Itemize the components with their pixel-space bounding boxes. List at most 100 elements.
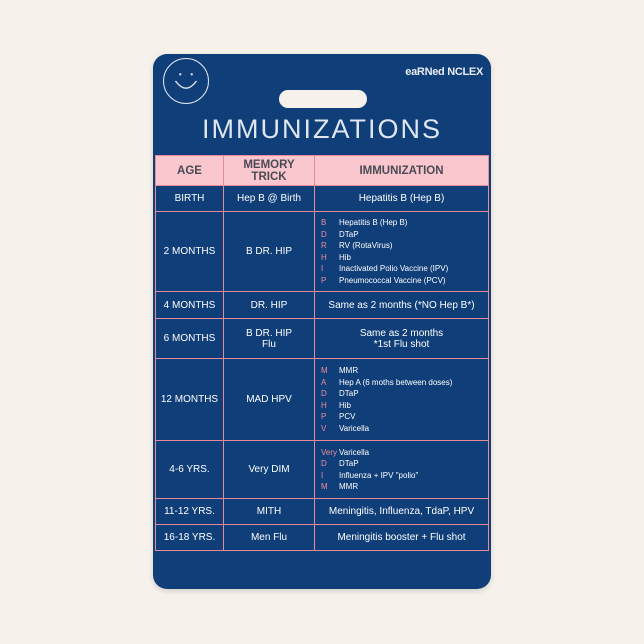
age-cell: 4-6 YRS. <box>155 440 224 499</box>
memory-trick-cell: MITH <box>223 498 315 525</box>
mnemonic-letter: I <box>321 264 324 273</box>
table-row: 16-18 YRS. Men Flu Meningitis booster + Fl… <box>155 524 489 551</box>
list-item: B Hepatitis B (Hep B) <box>321 217 482 229</box>
vaccine-name: DTaP <box>339 389 359 398</box>
header-immunization: IMMUNIZATION <box>314 155 489 186</box>
mnemonic-letter: B <box>321 218 327 227</box>
memory-trick-cell: Hep B @ Birth <box>223 185 315 212</box>
mnemonic-letter: M <box>321 482 328 491</box>
vaccine-name: Hep A (6 moths between doses) <box>339 377 453 387</box>
immunization-cell: Hepatitis B (Hep B) <box>314 185 489 212</box>
immunization-cell: Meningitis booster + Flu shot <box>314 524 489 551</box>
list-item: I Inactivated Polio Vaccine (IPV) <box>321 263 482 275</box>
page-title: IMMUNIZATIONS <box>202 114 442 144</box>
badge-card: eaRNed NCLEX IMMUNIZATIONS AGE MEMORY TR… <box>153 54 491 589</box>
immunization-cell: Same as 2 months *1st Flu shot <box>314 318 489 359</box>
memory-trick-cell: Men Flu <box>223 524 315 551</box>
immunization: Meningitis, Influenza, TdaP, HPV <box>328 506 475 517</box>
age-cell: 12 MONTHS <box>155 358 224 441</box>
list-item: D DTaP <box>321 388 482 400</box>
memory-trick-cell: B DR. HIP Flu <box>223 318 315 359</box>
immunization: Same as 2 months (*NO Hep B*) <box>328 299 475 311</box>
list-item: R RV (RotaVirus) <box>321 240 482 252</box>
immunization-list: M MMR A Hep A (6 moths between doses) D DTaP H… <box>314 358 489 441</box>
immunization: Same as 2 months <box>359 327 444 339</box>
list-item: P PCV <box>321 411 482 423</box>
vaccine-name: Hepatitis B (Hep B) <box>339 218 408 227</box>
memory-trick: Hep B @ Birth <box>236 193 302 204</box>
mnemonic-letter: P <box>321 412 327 421</box>
list-item: Very Varicella <box>321 447 482 459</box>
list-item: D DTaP <box>321 229 482 241</box>
table-row: 4-6 YRS. Very DIM Very Varicella D DTaP I Influ… <box>155 440 489 499</box>
age-cell: 11-12 YRS. <box>155 498 224 525</box>
list-item: M MMR <box>321 365 482 377</box>
vaccine-name: MMR <box>339 482 359 491</box>
table-row: BIRTH Hep B @ Birth Hepatitis B (Hep B) <box>155 185 489 212</box>
vaccine-name: PCV <box>339 412 356 421</box>
age-cell: 16-18 YRS. <box>155 524 224 551</box>
list-item: M MMR <box>321 481 482 493</box>
memory-trick-cell: B DR. HIP <box>223 211 315 292</box>
list-item: D DTaP <box>321 458 482 470</box>
table-row: 4 MONTHS DR. HIP Same as 2 months (*NO Hep… <box>155 291 489 319</box>
vaccine-name: DTaP <box>339 229 359 239</box>
immunization-note: *1st Flu shot <box>373 338 430 350</box>
table-row: 2 MONTHS B DR. HIP B Hepatitis B (Hep B) D DT… <box>155 211 489 292</box>
memory-trick: B DR. HIP <box>245 246 293 257</box>
vaccine-name: Varicella <box>339 447 370 457</box>
immunization-table: AGE MEMORY TRICK IMMUNIZATION BIRTH Hep B… <box>155 155 489 551</box>
mnemonic-letter: R <box>321 241 327 250</box>
list-item: H Hib <box>321 252 482 264</box>
age-cell: 4 MONTHS <box>155 291 224 319</box>
vaccine-name: Varicella <box>339 423 370 433</box>
age-cell: 6 MONTHS <box>155 318 224 359</box>
header-memory-trick: MEMORY TRICK <box>223 155 315 186</box>
mnemonic-letter: D <box>321 459 327 468</box>
memory-trick-cell: Very DIM <box>223 440 315 499</box>
immunization: Meningitis booster + Flu shot <box>337 532 466 543</box>
vaccine-name: RV (RotaVirus) <box>339 241 393 250</box>
memory-trick: DR. HIP <box>250 299 288 311</box>
list-item: I Influenza + IPV "polio" <box>321 470 482 482</box>
list-item: H Hib <box>321 400 482 412</box>
list-item: A Hep A (6 moths between doses) <box>321 377 482 389</box>
mnemonic-letter: I <box>321 470 324 480</box>
immunization-cell: Meningitis, Influenza, TdaP, HPV <box>314 498 489 525</box>
smiley-icon <box>163 58 209 104</box>
memory-trick: Very DIM <box>248 464 290 475</box>
table-row: 6 MONTHS B DR. HIP Flu Same as 2 months *1st… <box>155 318 489 359</box>
badge-slot <box>279 90 367 108</box>
age-cell: 2 MONTHS <box>155 211 224 292</box>
immunization-list: B Hepatitis B (Hep B) D DTaP R RV (RotaVirus)… <box>314 211 489 292</box>
vaccine-name: MMR <box>339 366 359 375</box>
memory-trick: MITH <box>256 506 282 517</box>
table-row: 12 MONTHS MAD HPV M MMR A Hep A (6 moths betw… <box>155 358 489 441</box>
mnemonic-letter: V <box>321 423 327 433</box>
mnemonic-letter: M <box>321 366 328 375</box>
vaccine-name: Hib <box>339 400 352 410</box>
mnemonic-letter: D <box>321 389 327 398</box>
header-age: AGE <box>155 155 224 186</box>
mnemonic-letter: H <box>321 252 327 262</box>
memory-trick-cell: DR. HIP <box>223 291 315 319</box>
mnemonic-letter: A <box>321 377 327 387</box>
vaccine-name: Pneumococcal Vaccine (PCV) <box>339 275 446 285</box>
vaccine-name: DTaP <box>339 459 359 468</box>
memory-trick-extra: Flu <box>262 338 276 350</box>
memory-trick-cell: MAD HPV <box>223 358 315 441</box>
table-row: 11-12 YRS. MITH Meningitis, Influenza, Tda… <box>155 498 489 525</box>
mnemonic-letter: D <box>321 229 327 239</box>
vaccine-name: Influenza + IPV "polio" <box>339 470 419 480</box>
list-item: P Pneumococcal Vaccine (PCV) <box>321 275 482 287</box>
mnemonic-letter: P <box>321 275 327 285</box>
immunization-list: Very Varicella D DTaP I Influenza + IPV "poli… <box>314 440 489 499</box>
memory-trick: B DR. HIP <box>245 327 293 339</box>
immunization-cell: Same as 2 months (*NO Hep B*) <box>314 291 489 319</box>
vaccine-name: Inactivated Polio Vaccine (IPV) <box>339 264 449 273</box>
age-cell: BIRTH <box>155 185 224 212</box>
memory-trick: MAD HPV <box>246 394 292 405</box>
memory-trick: Men Flu <box>250 532 288 543</box>
mnemonic-letter: Very <box>321 447 338 457</box>
vaccine-name: Hib <box>339 252 352 262</box>
